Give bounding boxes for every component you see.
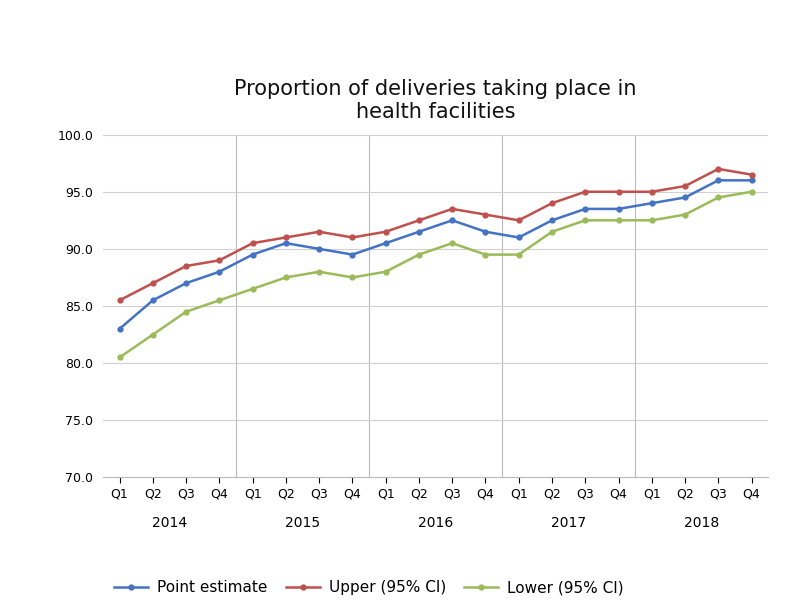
Title: Proportion of deliveries taking place in
health facilities: Proportion of deliveries taking place in… (234, 79, 637, 122)
Lower (95% CI) (281, 274, 291, 281)
Point estimate (714, 177, 723, 184)
Upper (95% CI) (314, 228, 324, 236)
Lower (95% CI) (381, 268, 390, 275)
Upper (95% CI) (747, 171, 756, 178)
Point estimate (514, 234, 524, 241)
Lower (95% CI) (181, 308, 191, 315)
Upper (95% CI) (581, 188, 590, 195)
Upper (95% CI) (614, 188, 623, 195)
Point estimate (348, 251, 357, 258)
Point estimate (414, 228, 424, 236)
Line: Lower (95% CI): Lower (95% CI) (117, 189, 754, 360)
Lower (95% CI) (714, 194, 723, 201)
Lower (95% CI) (414, 251, 424, 258)
Lower (95% CI) (348, 274, 357, 281)
Upper (95% CI) (248, 239, 257, 247)
Upper (95% CI) (514, 217, 524, 224)
Point estimate (447, 217, 457, 224)
Lower (95% CI) (614, 217, 623, 224)
Line: Point estimate: Point estimate (117, 178, 754, 331)
Lower (95% CI) (215, 297, 224, 304)
Lower (95% CI) (314, 268, 324, 275)
Lower (95% CI) (148, 331, 158, 338)
Upper (95% CI) (148, 280, 158, 287)
Upper (95% CI) (414, 217, 424, 224)
Text: 2015: 2015 (285, 517, 320, 530)
Point estimate (647, 200, 657, 207)
Upper (95% CI) (381, 228, 390, 236)
Point estimate (747, 177, 756, 184)
Upper (95% CI) (547, 200, 557, 207)
Upper (95% CI) (714, 165, 723, 173)
Lower (95% CI) (248, 285, 257, 293)
Point estimate (680, 194, 690, 201)
Point estimate (215, 268, 224, 275)
Legend: Point estimate, Upper (95% CI), Lower (95% CI): Point estimate, Upper (95% CI), Lower (9… (109, 574, 630, 602)
Lower (95% CI) (481, 251, 490, 258)
Point estimate (481, 228, 490, 236)
Point estimate (181, 280, 191, 287)
Upper (95% CI) (647, 188, 657, 195)
Upper (95% CI) (348, 234, 357, 241)
Lower (95% CI) (581, 217, 590, 224)
Text: Service coverage tracer indicators: Service coverage tracer indicators (20, 31, 792, 73)
Point estimate (314, 245, 324, 253)
Upper (95% CI) (181, 263, 191, 270)
Text: 2016: 2016 (418, 517, 453, 530)
Upper (95% CI) (115, 297, 124, 304)
Point estimate (381, 239, 390, 247)
Text: 2018: 2018 (684, 517, 719, 530)
Upper (95% CI) (680, 182, 690, 190)
Lower (95% CI) (680, 211, 690, 218)
Lower (95% CI) (447, 239, 457, 247)
Point estimate (581, 205, 590, 212)
Upper (95% CI) (281, 234, 291, 241)
Lower (95% CI) (747, 188, 756, 195)
Line: Upper (95% CI): Upper (95% CI) (117, 166, 754, 303)
Upper (95% CI) (215, 256, 224, 264)
Point estimate (547, 217, 557, 224)
Point estimate (115, 325, 124, 332)
Point estimate (248, 251, 257, 258)
Text: 2014: 2014 (152, 517, 187, 530)
Text: 2017: 2017 (551, 517, 586, 530)
Lower (95% CI) (547, 228, 557, 236)
Lower (95% CI) (647, 217, 657, 224)
Point estimate (281, 239, 291, 247)
Lower (95% CI) (514, 251, 524, 258)
Lower (95% CI) (115, 354, 124, 361)
Upper (95% CI) (447, 205, 457, 212)
Point estimate (148, 297, 158, 304)
Point estimate (614, 205, 623, 212)
Upper (95% CI) (481, 211, 490, 218)
